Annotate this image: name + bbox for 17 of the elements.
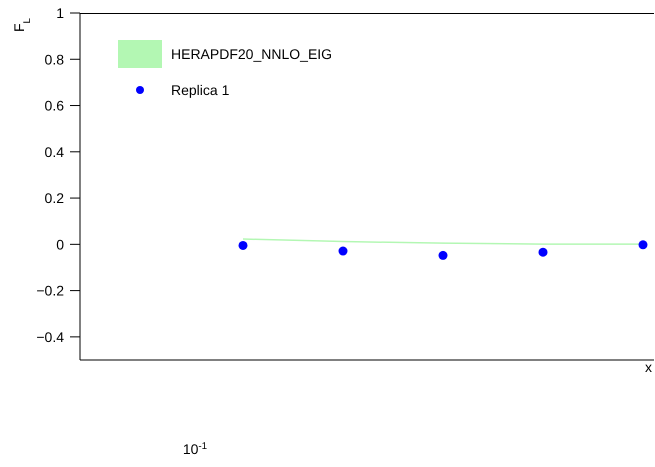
point xyxy=(438,250,448,260)
x-axis-title: x xyxy=(645,359,652,375)
point xyxy=(238,240,248,250)
y-tick-label: 0 xyxy=(56,236,64,252)
y-tick-label: 1 xyxy=(56,5,64,21)
y-tick-label: 0.8 xyxy=(44,51,64,68)
y-tick-label: 0.6 xyxy=(44,98,64,114)
legend-label: HERAPDF20_NNLO_EIG xyxy=(171,46,332,62)
y-tick-label: 0.2 xyxy=(44,190,64,206)
point xyxy=(338,246,348,256)
y-tick-label: −0.2 xyxy=(36,282,64,299)
y-tick-label: −0.4 xyxy=(36,328,64,345)
text: 10$^{-1}$ xyxy=(182,440,208,457)
legend-label: Replica 1 xyxy=(171,82,230,98)
point xyxy=(538,248,548,257)
y-tick-label: 0.4 xyxy=(44,144,64,160)
point xyxy=(638,240,648,250)
